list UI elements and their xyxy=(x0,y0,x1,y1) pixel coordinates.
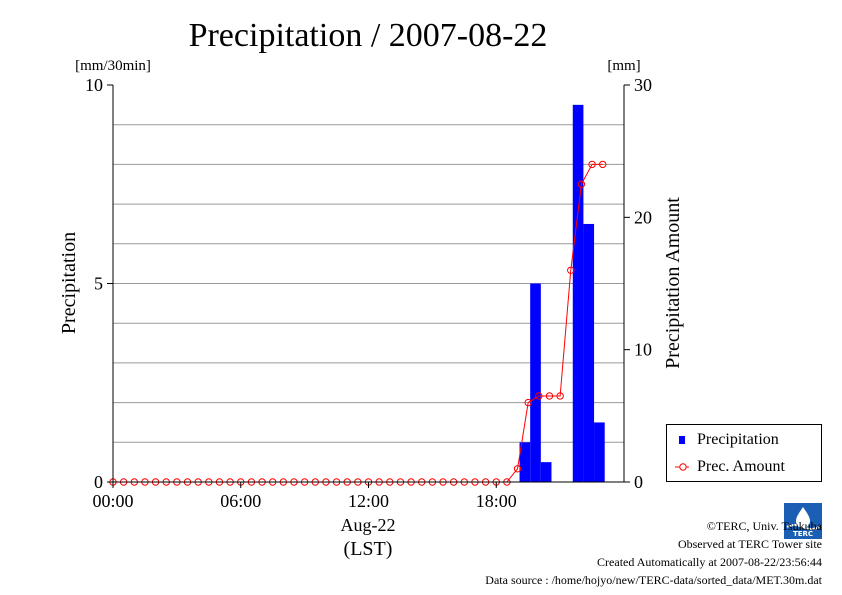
x-tick-label: 12:00 xyxy=(348,491,389,511)
y-tick-label-right: 10 xyxy=(634,340,652,360)
y-tick-label-left: 0 xyxy=(94,472,103,492)
prec-amount-point xyxy=(588,160,596,169)
prec-amount-point xyxy=(513,465,522,473)
precipitation-bar xyxy=(572,104,584,482)
legend: Precipitation Prec. Amount xyxy=(666,424,822,482)
copyright-text: ©TERC, Univ. Tsukuba xyxy=(706,519,822,533)
prec-amount-point xyxy=(535,392,543,400)
right-unit-label: [mm] xyxy=(607,58,640,74)
legend-label: Precipitation xyxy=(697,431,779,448)
y-tick-label-left: 10 xyxy=(85,75,103,95)
line-circle-swatch-icon xyxy=(675,462,689,472)
legend-item-prec-amount: Prec. Amount xyxy=(675,457,785,477)
logo-text: TERC xyxy=(793,530,813,538)
precipitation-bar xyxy=(540,462,552,482)
prec-amount-point xyxy=(524,398,532,407)
precipitation-bar xyxy=(530,283,541,482)
x-tick-label: 00:00 xyxy=(92,491,133,511)
observed-text: Observed at TERC Tower site xyxy=(677,537,822,551)
precipitation-bar xyxy=(519,442,531,482)
created-text: Created Automatically at 2007-08-22/23:5… xyxy=(597,555,822,569)
chart-title: Precipitation / 2007-08-22 xyxy=(189,17,548,54)
legend-label: Prec. Amount xyxy=(697,458,785,475)
y-tick-label-right: 20 xyxy=(634,207,652,227)
x-tick-label: 18:00 xyxy=(476,491,517,511)
source-text: Data source : /home/hojyo/new/TERC-data/… xyxy=(485,573,822,587)
prec-amount-point xyxy=(577,180,586,188)
bar-swatch-icon xyxy=(675,436,689,444)
y-tick-label-right: 0 xyxy=(634,472,643,492)
left-unit-label: [mm/30min] xyxy=(75,58,151,74)
precipitation-bar xyxy=(583,223,595,482)
precipitation-bar xyxy=(594,422,605,482)
prec-amount-point xyxy=(567,266,575,274)
x-tick-label: 06:00 xyxy=(220,491,261,511)
prec-amount-point xyxy=(599,160,607,169)
x-axis-label: Aug-22 xyxy=(341,515,396,535)
terc-logo-icon: TERC xyxy=(784,503,822,539)
y-tick-label-left: 5 xyxy=(94,274,103,294)
x-axis-sublabel: (LST) xyxy=(344,538,393,560)
y-axis-label-right: Precipitation Amount xyxy=(662,197,684,369)
prec-amount-point xyxy=(556,392,564,400)
prec-amount-point xyxy=(545,392,554,400)
y-tick-label-right: 30 xyxy=(634,75,652,95)
y-axis-label-left: Precipitation xyxy=(58,232,80,334)
legend-item-precipitation: Precipitation xyxy=(675,430,779,450)
